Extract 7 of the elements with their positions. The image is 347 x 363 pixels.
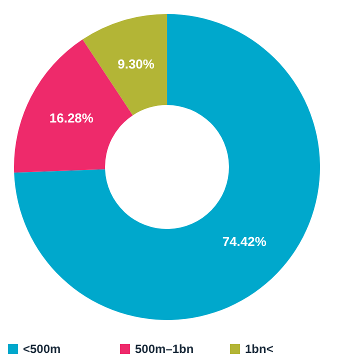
legend-label: 1bn< — [245, 342, 274, 356]
legend-label: 500m–1bn — [135, 342, 194, 356]
legend-label: <500m — [23, 342, 61, 356]
data-label: 9.30% — [118, 56, 155, 72]
donut-slice — [14, 14, 320, 320]
data-label: 16.28% — [49, 110, 94, 126]
data-label: 74.42% — [222, 234, 267, 250]
